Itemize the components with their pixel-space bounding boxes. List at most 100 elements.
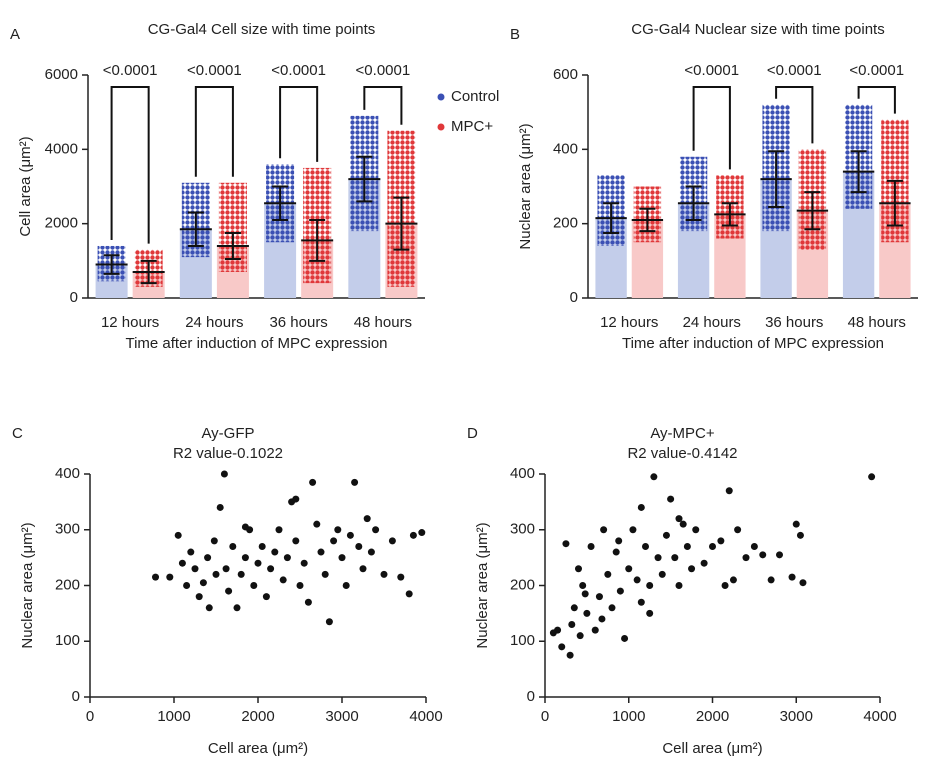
panel-label: B [510, 26, 520, 43]
scatter-point [166, 573, 174, 581]
scatter-point [152, 573, 160, 581]
scatter-point [342, 582, 350, 589]
scatter-point [625, 565, 633, 573]
scatter-point [178, 559, 186, 567]
chart-title: CG-Gal4 Cell size with time points [148, 21, 376, 38]
scatter-point [187, 548, 195, 556]
y-tick-label: 2000 [45, 215, 78, 232]
scatter-point [304, 598, 312, 606]
y-axis-label: Nuclear area (μm²) [474, 522, 491, 648]
y-tick-label: 0 [570, 289, 578, 306]
scatter-point [212, 570, 220, 578]
scatter-point [296, 582, 304, 589]
significance-bracket [194, 86, 234, 177]
scatter-point [388, 537, 396, 545]
scatter-point [321, 570, 329, 578]
y-axis-label: Cell area (μm²) [17, 136, 34, 236]
scatter-point [717, 537, 725, 545]
y-tick-label: 400 [553, 140, 578, 157]
scatter-point [721, 582, 729, 589]
x-axis-label: Cell area (μm²) [208, 740, 308, 757]
scatter-point [725, 487, 733, 495]
scatter-point [292, 495, 300, 503]
scatter-point [292, 537, 300, 545]
scatter-point [616, 587, 624, 595]
scatter-point [233, 604, 241, 612]
scatter-point [700, 559, 708, 567]
scatter-point [692, 526, 700, 534]
y-tick-label: 400 [55, 465, 80, 482]
panel-label: C [12, 425, 23, 442]
scatter-point [409, 531, 417, 539]
scatter-point [317, 548, 325, 556]
x-tick-label: 1000 [612, 708, 645, 725]
y-tick-label: 0 [70, 289, 78, 306]
scatter-point [646, 582, 654, 589]
scatter-point [654, 554, 662, 562]
y-tick-label: 100 [510, 632, 535, 649]
significance-label: <0.0001 [767, 62, 822, 79]
y-tick-label: 300 [55, 521, 80, 538]
scatter-point [796, 531, 804, 539]
significance-bracket [692, 86, 731, 170]
scatter-point [405, 590, 413, 598]
scatter-point [750, 542, 758, 550]
scatter-point [629, 526, 637, 534]
scatter-point [662, 531, 670, 539]
scatter-point [183, 582, 191, 589]
scatter-point [549, 629, 557, 637]
legend-marker [437, 93, 445, 101]
y-tick-label: 200 [553, 215, 578, 232]
y-tick-label: 300 [510, 521, 535, 538]
scatter-point [675, 582, 683, 589]
significance-label: <0.0001 [849, 62, 904, 79]
scatter-point [604, 570, 612, 578]
y-tick-label: 0 [527, 688, 535, 705]
scatter-point [325, 618, 333, 626]
scatter-point [615, 537, 623, 545]
x-tick-label: 2000 [241, 708, 274, 725]
x-axis-label: Time after induction of MPC expression [125, 335, 387, 352]
scatter-point [658, 570, 666, 578]
panel-label: A [10, 26, 20, 43]
scatter-point [598, 615, 606, 623]
scatter-point [300, 559, 308, 567]
scatter-point [174, 531, 182, 539]
scatter-point [595, 593, 603, 601]
scatter-point [313, 520, 321, 528]
y-tick-label: 4000 [45, 140, 78, 157]
scatter-point [199, 579, 207, 587]
x-tick-label: 36 hours [269, 314, 327, 331]
scatter-point [799, 579, 807, 587]
scatter-point [776, 551, 783, 559]
scatter-point [283, 554, 291, 562]
x-tick-label: 48 hours [848, 314, 906, 331]
y-tick-label: 200 [55, 576, 80, 593]
x-tick-label: 2000 [696, 708, 729, 725]
scatter-point [210, 537, 218, 545]
x-tick-label: 1000 [157, 708, 190, 725]
y-tick-label: 6000 [45, 66, 78, 83]
scatter-point [418, 529, 426, 537]
scatter-point [205, 604, 213, 612]
scatter-point [275, 526, 283, 534]
x-tick-label: 12 hours [101, 314, 159, 331]
chart-subtitle: R2 value-0.1022 [173, 445, 283, 462]
scatter-point [309, 478, 317, 486]
legend-label: MPC+ [451, 118, 493, 135]
x-tick-label: 48 hours [354, 314, 412, 331]
scatter-point [621, 634, 629, 642]
scatter-point [579, 582, 587, 589]
scatter-point [558, 643, 566, 651]
scatter-point [576, 632, 584, 640]
scatter-point [581, 590, 589, 598]
x-tick-label: 4000 [409, 708, 442, 725]
y-tick-label: 0 [72, 688, 80, 705]
scatter-point [591, 626, 599, 634]
scatter-point [359, 565, 367, 573]
scatter-point [608, 604, 616, 612]
chart-title: Ay-MPC+ [650, 425, 715, 442]
x-tick-label: 0 [541, 708, 549, 725]
scatter-point [759, 551, 767, 559]
x-axis-label: Time after induction of MPC expression [622, 335, 884, 352]
